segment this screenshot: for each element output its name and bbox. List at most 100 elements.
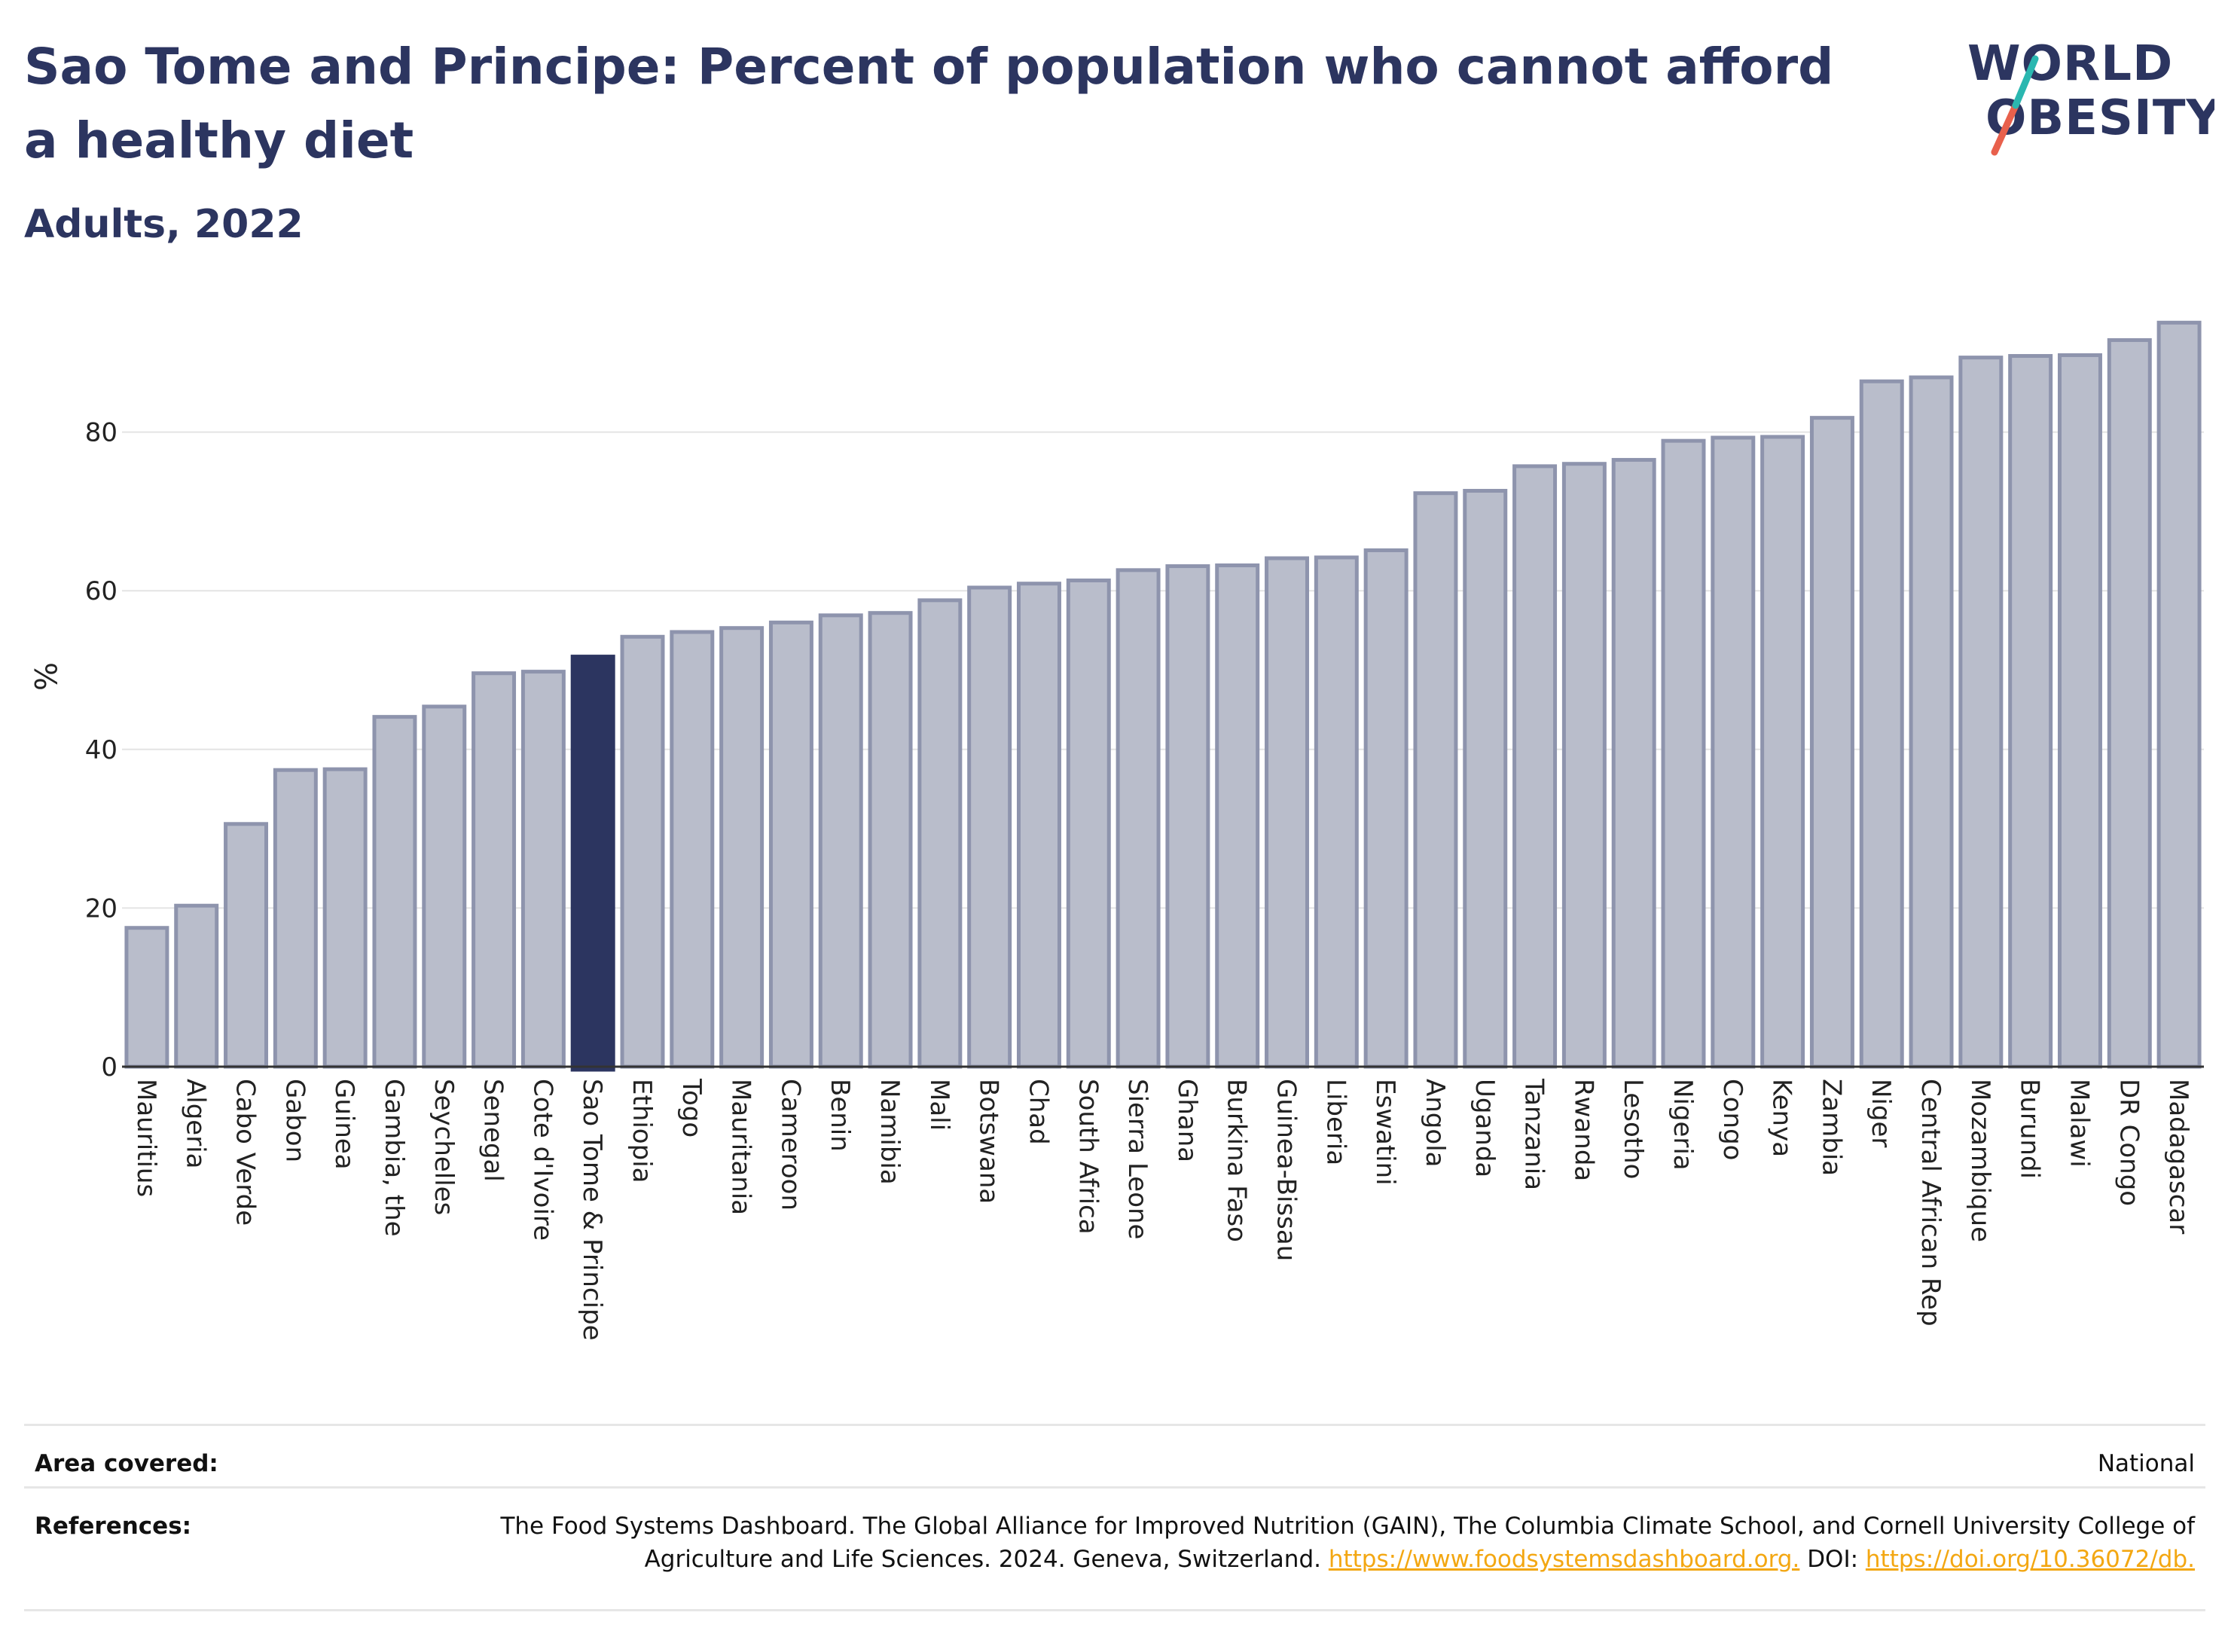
x-tick-label: South Africa	[1073, 1079, 1103, 1235]
bar	[322, 767, 368, 1069]
area-covered-label: Area covered:	[35, 1450, 218, 1477]
y-tick-label: 20	[85, 893, 118, 924]
bar	[818, 613, 863, 1069]
x-tick-label: Kenya	[1767, 1079, 1797, 1157]
logo-word-world: WORLD	[1967, 36, 2173, 92]
x-tick-label: Burkina Faso	[1222, 1079, 1252, 1242]
bar	[1363, 548, 1409, 1069]
x-tick-label: Mali	[924, 1079, 954, 1131]
x-tick-label: Tanzania	[1519, 1078, 1549, 1190]
x-tick-label: Togo	[676, 1078, 707, 1137]
bar	[1512, 464, 1558, 1069]
bar	[2008, 354, 2053, 1069]
bar	[372, 715, 417, 1069]
bar	[620, 634, 665, 1069]
x-tick-label: Cameroon	[775, 1079, 805, 1211]
x-tick-label: Seychelles	[429, 1079, 459, 1215]
x-tick-label: Guinea	[329, 1079, 359, 1170]
x-tick-label: Chad	[1023, 1079, 1053, 1145]
x-tick-label: Botswana	[974, 1079, 1004, 1204]
bar	[2156, 320, 2202, 1069]
bar	[472, 671, 517, 1069]
x-tick-label: Senegal	[478, 1079, 508, 1182]
x-tick-label: Congo	[1717, 1079, 1747, 1160]
logo-word-obesity: OBESITY	[1985, 90, 2214, 146]
chart-title: Sao Tome and Principe: Percent of popula…	[24, 38, 1834, 169]
x-tick-label: Mauritius	[131, 1079, 161, 1197]
bars	[124, 320, 2202, 1072]
x-tick-label: Cabo Verde	[230, 1079, 261, 1226]
bar	[422, 704, 467, 1069]
bar	[1611, 457, 1656, 1069]
bar	[1958, 356, 2004, 1069]
bar-chart: 0 20 40 60 80 Mauritius Algeria Cabo Verde Gabo…	[27, 320, 2204, 1341]
x-tick-label: Liberia	[1320, 1079, 1351, 1165]
x-tick-label: Rwanda	[1568, 1079, 1598, 1181]
bar	[868, 611, 913, 1069]
dashboard-link[interactable]: https://www.foodsystemsdashboard.org.	[1328, 1546, 1800, 1573]
bar	[1809, 416, 1854, 1069]
area-covered-row: Area covered: National	[24, 1424, 2205, 1501]
x-tick-label: Benin	[825, 1079, 855, 1152]
x-tick-label: Mauritania	[726, 1079, 756, 1215]
bar	[1909, 375, 1954, 1069]
x-tick-label: Sao Tome & Principe	[577, 1079, 607, 1341]
x-tick-label: Madagascar	[2163, 1079, 2193, 1234]
x-tick-label: Nigeria	[1668, 1079, 1698, 1171]
y-tick-label: 0	[101, 1052, 118, 1083]
bar	[1066, 579, 1111, 1069]
bar	[1165, 564, 1210, 1069]
bar	[174, 903, 219, 1069]
bar	[124, 926, 169, 1069]
x-tick-label: Uganda	[1470, 1079, 1500, 1177]
bar	[2107, 337, 2152, 1069]
bar	[1314, 555, 1359, 1069]
bar	[1760, 435, 1805, 1069]
world-obesity-logo: WORLD OBESITY	[1967, 36, 2214, 156]
bar	[719, 626, 765, 1069]
references-label: References:	[35, 1513, 192, 1540]
x-tick-label: Sierra Leone	[1122, 1079, 1152, 1239]
references-text: The Food Systems Dashboard. The Global A…	[440, 1510, 2195, 1576]
bar	[1561, 462, 1607, 1069]
gridlines	[122, 431, 2204, 909]
x-tick-label: Lesotho	[1618, 1079, 1648, 1179]
x-tick-label: Mozambique	[1965, 1079, 1995, 1242]
bar	[273, 768, 318, 1069]
x-tick-label: Angola	[1420, 1079, 1450, 1167]
bar	[1116, 568, 1161, 1069]
x-tick-label: Ghana	[1172, 1079, 1202, 1162]
y-axis-title: %	[27, 662, 62, 691]
bar	[1711, 435, 1756, 1069]
x-tick-label: Algeria	[181, 1079, 211, 1168]
bar	[2057, 353, 2102, 1069]
references-citation: The Food Systems Dashboard. The Global A…	[500, 1513, 2195, 1573]
bar	[1265, 556, 1310, 1069]
doi-link[interactable]: https://doi.org/10.36072/db.	[1865, 1546, 2195, 1573]
y-tick-label: 80	[85, 418, 118, 448]
x-tick-label: Burundi	[2015, 1079, 2045, 1179]
chart-subtitle: Adults, 2022	[24, 202, 304, 247]
logo-slash-bottom	[1991, 102, 2019, 156]
x-tick-label: Gabon	[279, 1079, 310, 1162]
bar	[967, 585, 1012, 1069]
x-tick-label: Malawi	[2064, 1079, 2094, 1168]
doi-label: DOI:	[1807, 1546, 1859, 1573]
bar	[1016, 582, 1061, 1069]
y-tick-label: 60	[85, 576, 118, 606]
x-tick-label: Cote d'Ivoire	[527, 1079, 557, 1241]
bar-highlighted	[570, 655, 615, 1072]
y-tick-label: 40	[85, 735, 118, 765]
x-tick-label: Niger	[1866, 1079, 1896, 1147]
x-tick-label: Central African Rep	[1915, 1079, 1946, 1327]
logo-slash-top	[2012, 55, 2039, 109]
x-tick-label: Zambia	[1816, 1079, 1846, 1176]
x-axis-labels: Mauritius Algeria Cabo Verde Gabon Guinea Gam…	[131, 1078, 2193, 1341]
area-covered-value: National	[2097, 1450, 2195, 1477]
bar	[1463, 489, 1508, 1069]
bottom-divider	[24, 1609, 2205, 1611]
x-tick-label: Eswatini	[1370, 1079, 1400, 1186]
bar	[1661, 438, 1706, 1069]
x-tick-label: Ethiopia	[627, 1079, 657, 1183]
bar	[1413, 491, 1458, 1069]
